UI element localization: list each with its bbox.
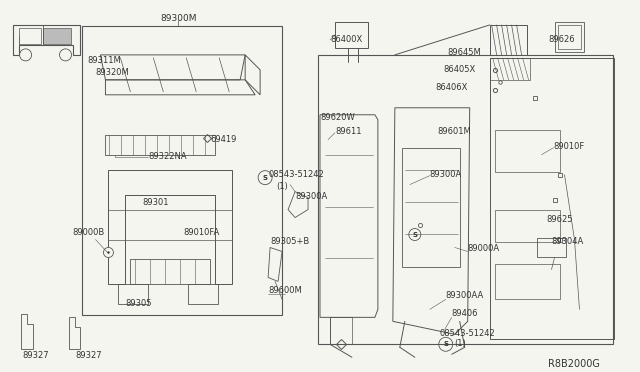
- Text: 89304A: 89304A: [552, 237, 584, 246]
- Text: 86400X: 86400X: [330, 35, 362, 44]
- Text: 08543-51242: 08543-51242: [268, 170, 324, 179]
- Circle shape: [104, 247, 113, 257]
- Text: 89311M: 89311M: [88, 56, 121, 65]
- Bar: [495, 130, 559, 171]
- Text: 89620W: 89620W: [320, 113, 355, 122]
- Text: 89300A: 89300A: [295, 192, 327, 201]
- Text: S: S: [262, 174, 268, 181]
- Text: 89327: 89327: [76, 351, 102, 360]
- Text: 89305+B: 89305+B: [270, 237, 309, 246]
- Text: 89010FA: 89010FA: [183, 228, 220, 237]
- Bar: [118, 285, 148, 304]
- Text: 89305: 89305: [125, 299, 152, 308]
- Text: 89327: 89327: [22, 351, 49, 360]
- Text: 86405X: 86405X: [444, 65, 476, 74]
- Bar: [490, 58, 529, 80]
- Text: 89300A: 89300A: [430, 170, 462, 179]
- Text: 89320M: 89320M: [95, 68, 129, 77]
- Text: 89322NA: 89322NA: [148, 152, 187, 161]
- Bar: [318, 55, 613, 344]
- Text: 89300AA: 89300AA: [445, 291, 484, 301]
- Text: 89600M: 89600M: [268, 286, 302, 295]
- Text: 89000B: 89000B: [72, 228, 105, 237]
- Circle shape: [20, 49, 31, 61]
- Bar: [557, 25, 582, 49]
- Bar: [19, 28, 40, 44]
- Text: (1): (1): [455, 339, 467, 348]
- Text: 89301: 89301: [142, 198, 168, 206]
- Text: 69419: 69419: [210, 135, 237, 144]
- Text: 89406: 89406: [452, 310, 478, 318]
- Text: R8B2000G: R8B2000G: [548, 359, 600, 369]
- Bar: [402, 148, 460, 267]
- Bar: [536, 237, 566, 257]
- Text: 89601M: 89601M: [438, 127, 472, 136]
- Text: 89626: 89626: [548, 35, 575, 44]
- Bar: [43, 28, 70, 44]
- Text: 89300M: 89300M: [160, 14, 196, 23]
- Bar: [495, 264, 559, 299]
- Bar: [106, 135, 215, 155]
- Text: S: S: [412, 231, 417, 237]
- Bar: [83, 26, 282, 315]
- Circle shape: [60, 49, 72, 61]
- Bar: [495, 209, 559, 241]
- Text: 08543-51242: 08543-51242: [440, 329, 495, 338]
- Text: (1): (1): [276, 182, 288, 190]
- Text: 89645M: 89645M: [448, 48, 481, 57]
- Bar: [188, 285, 218, 304]
- Text: S: S: [444, 341, 448, 347]
- Text: 89611: 89611: [335, 127, 362, 136]
- Text: 89010F: 89010F: [554, 142, 585, 151]
- Text: 89625: 89625: [547, 215, 573, 224]
- Bar: [554, 22, 584, 52]
- Text: 89000A: 89000A: [468, 244, 500, 253]
- Text: 86406X: 86406X: [436, 83, 468, 92]
